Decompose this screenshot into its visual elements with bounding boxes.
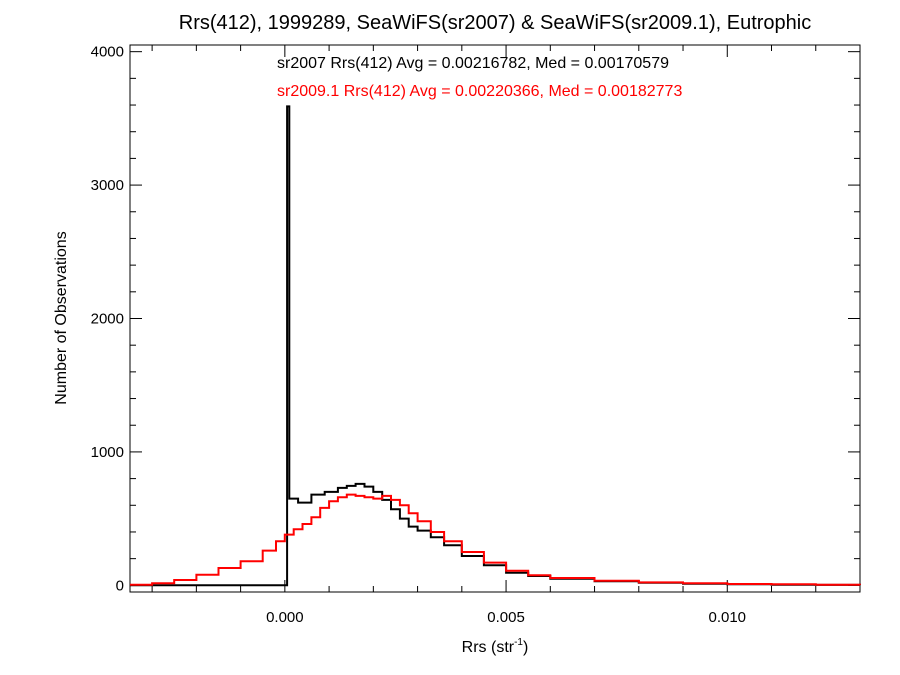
- series-line-0: [130, 105, 861, 587]
- x-axis-label-superscript: -1: [514, 637, 523, 648]
- x-axis-label-close: ): [523, 639, 528, 656]
- y-tick-label: 4000: [91, 44, 124, 61]
- annotation-sr2007: sr2007 Rrs(412) Avg = 0.00216782, Med = …: [277, 55, 669, 72]
- y-tick-label: 1000: [91, 444, 124, 461]
- x-tick-label: 0.005: [487, 609, 525, 626]
- series-layer: [130, 105, 861, 587]
- axis-ticks: [130, 45, 860, 592]
- plot-frame: [129, 44, 861, 593]
- y-axis-label: Number of Observations: [53, 231, 70, 404]
- chart-title: Rrs(412), 1999289, SeaWiFS(sr2007) & Sea…: [179, 12, 812, 34]
- series-line-1: [130, 493, 861, 586]
- x-tick-label: 0.000: [266, 609, 304, 626]
- y-tick-label: 3000: [91, 177, 124, 194]
- annotation-sr2009: sr2009.1 Rrs(412) Avg = 0.00220366, Med …: [277, 83, 682, 100]
- x-tick-label: 0.010: [708, 609, 746, 626]
- x-axis-label-main: Rrs (str: [462, 639, 515, 656]
- y-tick-label: 2000: [91, 311, 124, 328]
- x-axis-label: Rrs (str-1): [462, 637, 529, 656]
- axis-tick-labels: 0 1000 2000 3000 4000 0.000 0.005 0.010: [91, 44, 746, 626]
- y-tick-label: 0: [116, 577, 124, 594]
